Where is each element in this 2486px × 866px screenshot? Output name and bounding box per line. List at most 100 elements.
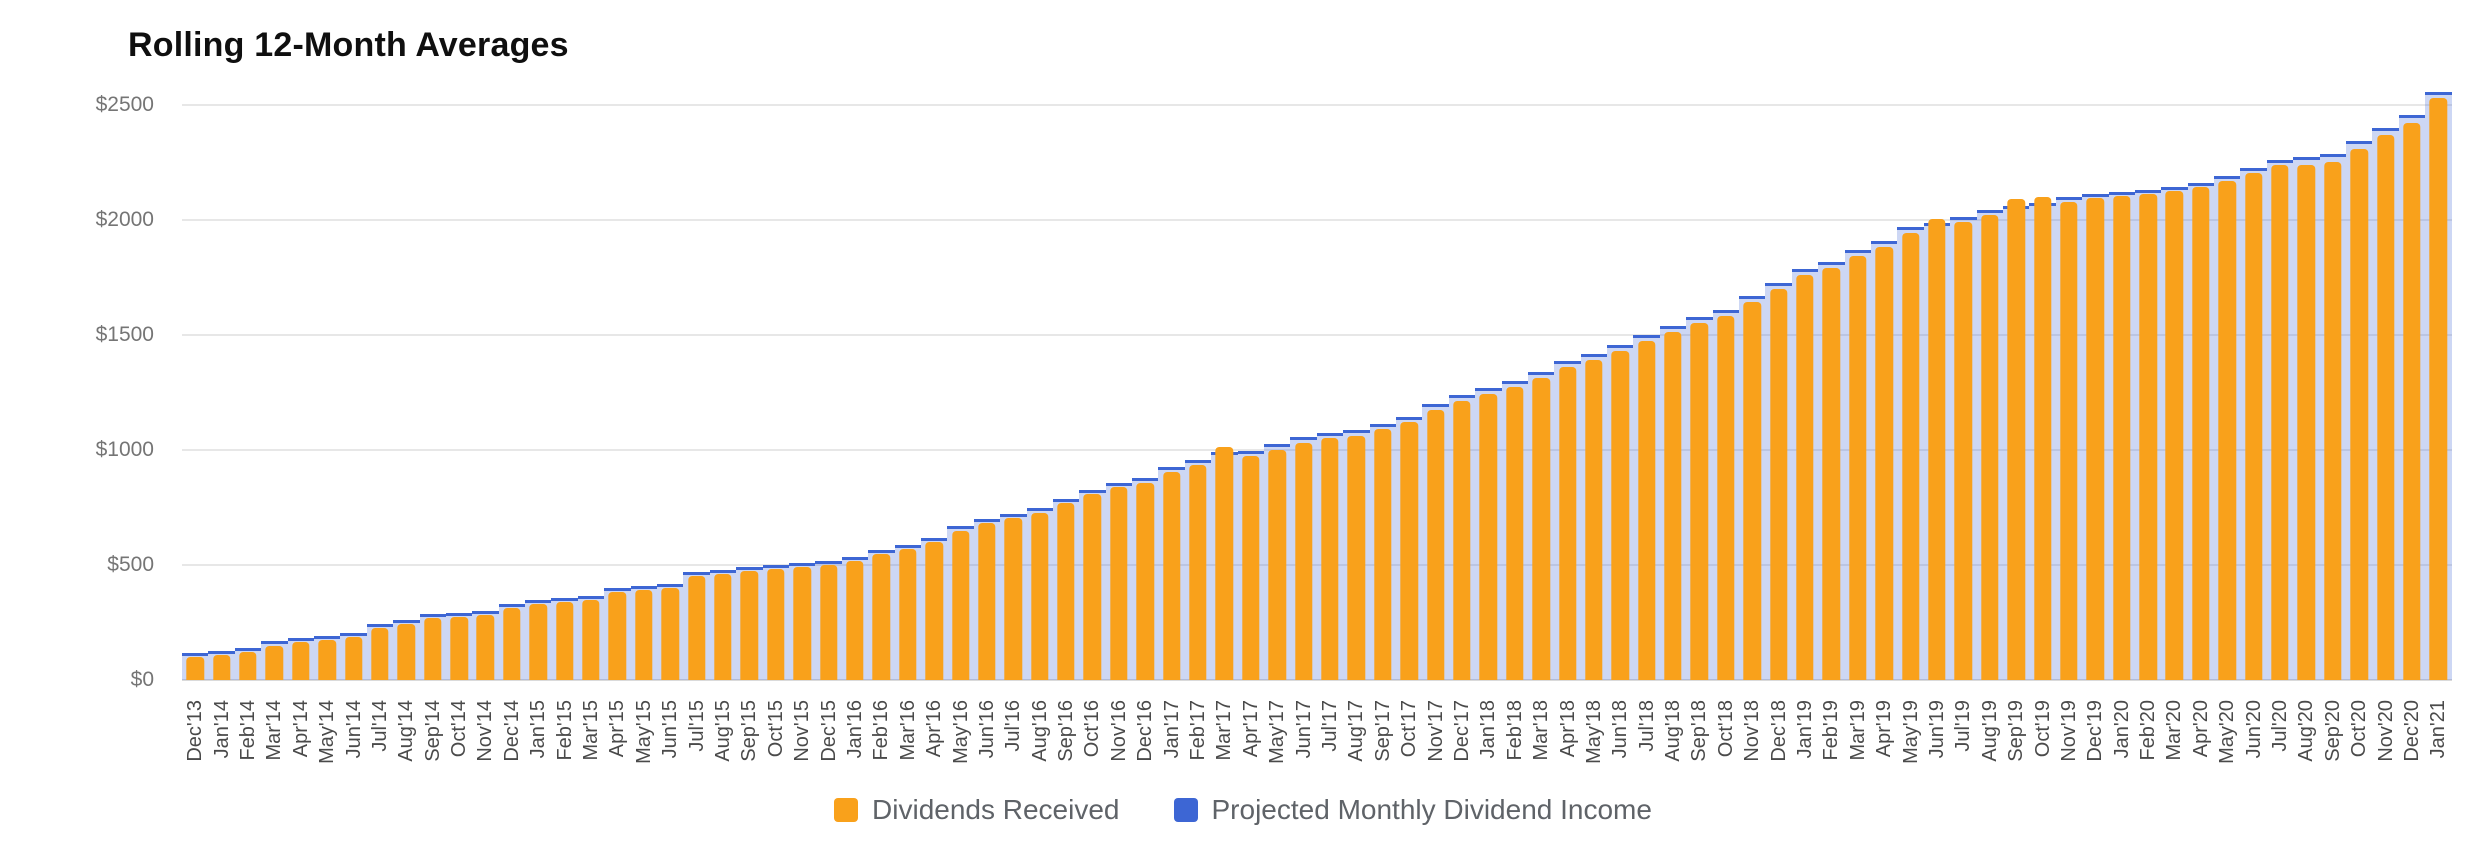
bar-column [947,82,974,680]
x-tick-cell: Mar'19 [1845,690,1871,802]
bar-column [920,82,948,680]
x-tick-cell: Sep'16 [1053,690,1079,802]
x-tick-cell: Dec'19 [2082,690,2108,802]
x-tick-label: Sep'15 [738,700,761,762]
x-tick-cell: May'20 [2214,690,2240,802]
x-tick-label: Mar'18 [1530,700,1553,761]
x-tick-label: Nov'20 [2374,700,2397,762]
bar-column [1026,82,1053,680]
x-tick-label: Apr'14 [289,700,312,758]
bar-column [788,82,816,680]
bar-column [1501,82,1528,680]
dividends-bar [582,599,600,680]
bar-column [2055,82,2083,680]
x-tick-cell: Jan'14 [208,690,234,802]
dividends-bar [1030,512,1049,680]
x-tick-label: Mar'14 [263,700,286,761]
x-tick-cell: Aug'15 [710,690,736,802]
dividends-bar [767,569,785,680]
x-tick-label: Sep'19 [2005,700,2028,762]
dividends-bar [740,571,759,680]
x-tick-label: Aug'14 [395,700,418,762]
dividends-bar [1004,518,1022,680]
bar-column [1871,82,1898,680]
x-tick-label: Feb'15 [553,700,576,761]
bar-column [525,82,552,680]
dividends-bar [265,645,284,680]
x-tick-cell: Sep'20 [2320,690,2346,802]
dividends-bar [2033,197,2052,680]
x-tick-cell: Mar'20 [2161,690,2187,802]
x-tick-cell: Feb'17 [1185,690,1211,802]
legend-item: Dividends Received [834,794,1120,826]
x-tick-cell: Jun'19 [1924,690,1950,802]
bar-column [1237,82,1265,680]
chart-title: Rolling 12-Month Averages [128,26,569,64]
dividends-bar [661,588,679,680]
bar-column [1686,82,1713,680]
bar-column [287,82,314,680]
x-tick-cell: Apr'19 [1871,690,1897,802]
bar-column [1132,82,1159,680]
bar-column [1633,82,1660,680]
bar-column [261,82,288,680]
bar-column [2240,82,2267,680]
x-tick-cell: Aug'19 [1977,690,2003,802]
x-tick-cell: Nov'19 [2056,690,2082,802]
bar-column [762,82,789,680]
x-tick-label: Dec'18 [1767,700,1790,762]
x-tick-cell: Jul'19 [1950,690,1976,802]
x-tick-label: Sep'20 [2321,700,2344,762]
x-tick-label: Mar'15 [580,700,603,761]
x-tick-cell: Oct'17 [1396,690,1422,802]
x-tick-label: Oct'17 [1398,700,1421,758]
bar-column [1422,82,1449,680]
bar-column [2425,82,2452,680]
x-tick-label: Oct'14 [448,700,471,758]
x-tick-label: May'19 [1899,700,1922,764]
bar-column [498,82,526,680]
x-tick-label: Oct'19 [2031,700,2054,758]
x-tick-label: Sep'17 [1371,700,1394,762]
x-tick-label: Feb'18 [1503,700,1526,761]
dividends-bar [1321,438,1339,680]
dividends-bar [1083,494,1102,680]
bar-column [1052,82,1080,680]
x-tick-label: Aug'17 [1345,700,1368,762]
x-tick-cell: Sep'17 [1370,690,1396,802]
dividends-bar [2192,186,2210,680]
x-tick-label: Apr'15 [606,700,629,758]
x-tick-label: Dec'13 [184,700,207,762]
x-tick-label: Apr'17 [1239,700,1262,758]
x-tick-cell: Mar'14 [261,690,287,802]
legend: Dividends Received Projected Monthly Divi… [0,794,2486,826]
dividends-bar [1611,350,1629,680]
x-tick-label: Dec'19 [2084,700,2107,762]
bar-column [1923,82,1951,680]
x-tick-cell: Apr'16 [921,690,947,802]
bar-column [1158,82,1185,680]
dividends-bar [1215,447,1234,680]
x-tick-label: Nov'17 [1424,700,1447,762]
bar-column [604,82,631,680]
x-tick-label: Jan'15 [527,700,550,759]
x-tick-cell: Nov'16 [1106,690,1132,802]
x-tick-label: Dec'17 [1450,700,1473,762]
dividends-bar [1954,222,1973,680]
dividends-bar [239,651,257,680]
dividends-bar [925,542,943,680]
x-tick-label: Oct'16 [1081,700,1104,758]
x-tick-label: Jun'15 [659,700,682,759]
dividends-bar [1347,435,1366,680]
x-tick-cell: Jul'14 [367,690,393,802]
x-tick-cell: Nov'15 [789,690,815,802]
x-tick-cell: Feb'18 [1502,690,1528,802]
x-tick-cell: Feb'20 [2135,690,2161,802]
x-tick-cell: Jul'17 [1317,690,1343,802]
bar-column [1369,82,1396,680]
x-tick-label: Aug'20 [2295,700,2318,762]
dividends-legend-swatch [834,798,859,822]
dividends-bar [1664,332,1682,680]
dividends-bar [2139,193,2157,680]
x-tick-label: Mar'19 [1846,700,1869,761]
